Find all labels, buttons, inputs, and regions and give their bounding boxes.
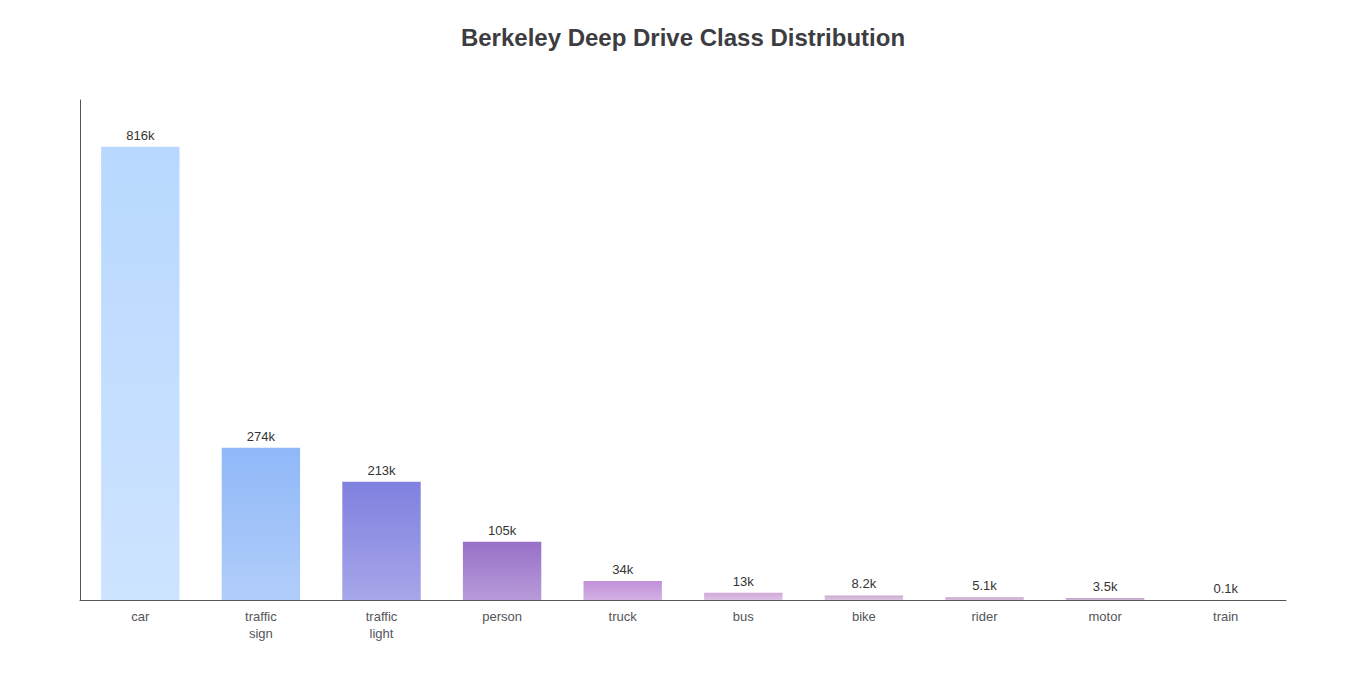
svg-text:105k: 105k — [488, 523, 517, 538]
svg-text:rider: rider — [971, 609, 998, 624]
svg-text:truck: truck — [609, 609, 638, 624]
svg-text:train: train — [1213, 609, 1238, 624]
svg-text:motor: motor — [1088, 609, 1122, 624]
svg-text:13k: 13k — [733, 574, 754, 589]
svg-text:car: car — [131, 609, 150, 624]
svg-text:light: light — [370, 626, 394, 641]
svg-text:bus: bus — [733, 609, 754, 624]
svg-text:0.1k: 0.1k — [1213, 581, 1238, 596]
svg-text:bike: bike — [852, 609, 876, 624]
svg-text:8.2k: 8.2k — [852, 576, 877, 591]
svg-text:213k: 213k — [367, 463, 396, 478]
svg-text:3.5k: 3.5k — [1093, 579, 1118, 594]
svg-text:person: person — [482, 609, 522, 624]
svg-text:sign: sign — [249, 626, 273, 641]
svg-text:5.1k: 5.1k — [972, 578, 997, 593]
svg-text:816k: 816k — [126, 128, 155, 143]
svg-text:traffic: traffic — [245, 609, 277, 624]
svg-text:274k: 274k — [247, 429, 276, 444]
svg-text:traffic: traffic — [366, 609, 398, 624]
svg-text:34k: 34k — [612, 562, 633, 577]
svg-text:Berkeley Deep Drive Class Dist: Berkeley Deep Drive Class Distribution — [461, 24, 905, 51]
